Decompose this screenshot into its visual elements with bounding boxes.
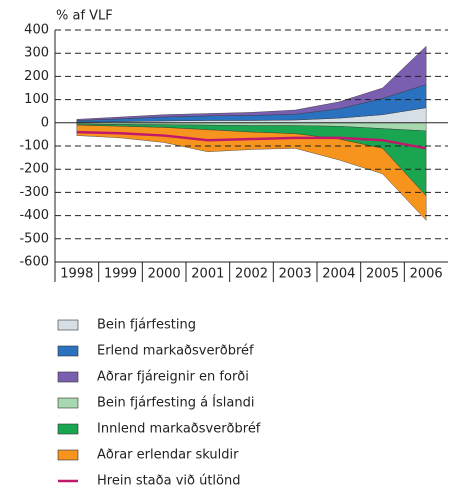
x-tick-label: 1998 (60, 267, 93, 282)
x-tick-label: 2002 (235, 267, 268, 282)
x-tick-label: 2006 (410, 267, 443, 282)
legend-swatch (57, 319, 79, 331)
y-tick-label: -200 (19, 162, 49, 177)
y-tick-label: -600 (19, 255, 49, 270)
legend-label: Innlend markaðsverðbréf (97, 422, 261, 437)
legend-label: Aðrar erlendar skuldir (97, 448, 239, 463)
y-tick-label: 400 (24, 23, 49, 38)
x-tick-label: 2003 (279, 267, 312, 282)
y-tick-label: -400 (19, 208, 49, 223)
area (76, 124, 427, 221)
y-tick-label: 300 (24, 46, 49, 61)
legend-label: Bein fjárfesting (97, 318, 196, 333)
legend-swatch (57, 423, 79, 435)
legend-label: Aðrar fjáreignir en forði (97, 370, 249, 385)
legend-label: Erlend markaðsverðbréf (97, 344, 254, 359)
y-tick-label: 100 (24, 92, 49, 107)
y-axis-label: % af VLF (56, 9, 113, 24)
legend-swatch (57, 397, 79, 409)
y-tick-label: -500 (19, 231, 49, 246)
x-tick-label: 2005 (366, 267, 399, 282)
legend-label: Hrein staða við útlönd (97, 474, 241, 489)
legend-swatch (57, 449, 79, 461)
legend-swatch (57, 371, 79, 383)
x-tick-label: 1999 (104, 267, 137, 282)
legend-swatch (57, 345, 79, 357)
y-tick-label: -100 (19, 139, 49, 154)
x-tick-label: 2001 (191, 267, 224, 282)
line (76, 130, 427, 150)
y-tick-label: -300 (19, 185, 49, 200)
y-tick-label: 200 (24, 69, 49, 84)
x-tick-label: 2000 (148, 267, 181, 282)
area (76, 45, 427, 121)
legend-label: Bein fjárfesting á Íslandi (97, 395, 254, 411)
x-tick-label: 2004 (322, 267, 355, 282)
y-tick-label: 0 (41, 115, 49, 130)
